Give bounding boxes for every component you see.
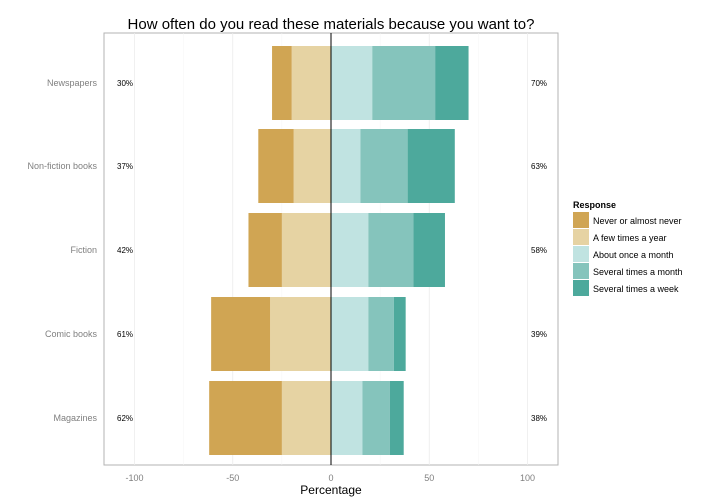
left-total-label: 61% <box>117 330 133 339</box>
legend-swatch <box>573 246 589 262</box>
right-total-label: 58% <box>531 246 547 255</box>
bar-segment <box>368 213 414 287</box>
bar-segment <box>372 46 436 120</box>
bar-segment <box>281 213 331 287</box>
bar-segment <box>368 297 394 371</box>
legend-swatch <box>573 263 589 279</box>
bar-segment <box>331 46 373 120</box>
x-tick-label: 50 <box>424 473 434 483</box>
x-tick-label: 0 <box>328 473 333 483</box>
right-total-label: 38% <box>531 414 547 423</box>
bar-segment <box>281 381 331 455</box>
bar-segment <box>407 129 455 203</box>
legend-entry-label: Never or almost never <box>593 216 682 226</box>
bar-segment <box>393 297 406 371</box>
category-label: Magazines <box>53 413 97 423</box>
legend-swatch <box>573 229 589 245</box>
bar-segment <box>331 381 363 455</box>
left-total-label: 62% <box>117 414 133 423</box>
bar-segment <box>293 129 331 203</box>
left-total-label: 37% <box>117 162 133 171</box>
right-total-label: 70% <box>531 79 547 88</box>
right-total-label: 63% <box>531 162 547 171</box>
bar-segment <box>331 297 369 371</box>
bar-segment <box>435 46 469 120</box>
legend-swatch <box>573 212 589 228</box>
bar-segment <box>272 46 292 120</box>
x-tick-label: -100 <box>125 473 143 483</box>
bar-segment <box>389 381 404 455</box>
bar-segment <box>211 297 271 371</box>
left-total-label: 42% <box>117 246 133 255</box>
legend-entry-label: Several times a week <box>593 284 679 294</box>
bar-segment <box>270 297 331 371</box>
category-label: Non-fiction books <box>27 161 97 171</box>
category-labels: Newspapers Non-fiction books Fiction Comic … <box>27 78 97 423</box>
chart-title: How often do you read these materials be… <box>128 16 535 33</box>
legend: Response Never or almost never A few time… <box>573 200 683 296</box>
x-axis-label: Percentage <box>300 483 362 497</box>
legend-title: Response <box>573 200 616 210</box>
legend-entry-label: About once a month <box>593 250 674 260</box>
bar-segment <box>362 381 390 455</box>
legend-swatch <box>573 280 589 296</box>
bar-segment <box>331 129 361 203</box>
bar-segment <box>360 129 408 203</box>
left-total-label: 30% <box>117 79 133 88</box>
right-total-label: 39% <box>531 330 547 339</box>
bar-segment <box>413 213 445 287</box>
bar-segment <box>248 213 282 287</box>
bar-segment <box>291 46 331 120</box>
x-tick-labels: -100 -50 0 50 100 <box>125 473 535 483</box>
x-tick-label: 100 <box>520 473 535 483</box>
x-tick-label: -50 <box>226 473 239 483</box>
legend-entry-label: A few times a year <box>593 233 667 243</box>
category-label: Comic books <box>45 329 98 339</box>
bar-segment <box>209 381 282 455</box>
total-labels: 30% 37% 42% 61% 62% 70% 63% 58% 39% 38% <box>117 79 547 423</box>
bars <box>209 46 469 455</box>
bar-segment <box>331 213 369 287</box>
category-label: Fiction <box>70 245 97 255</box>
bar-segment <box>258 129 294 203</box>
category-label: Newspapers <box>47 78 98 88</box>
legend-entry-label: Several times a month <box>593 267 683 277</box>
